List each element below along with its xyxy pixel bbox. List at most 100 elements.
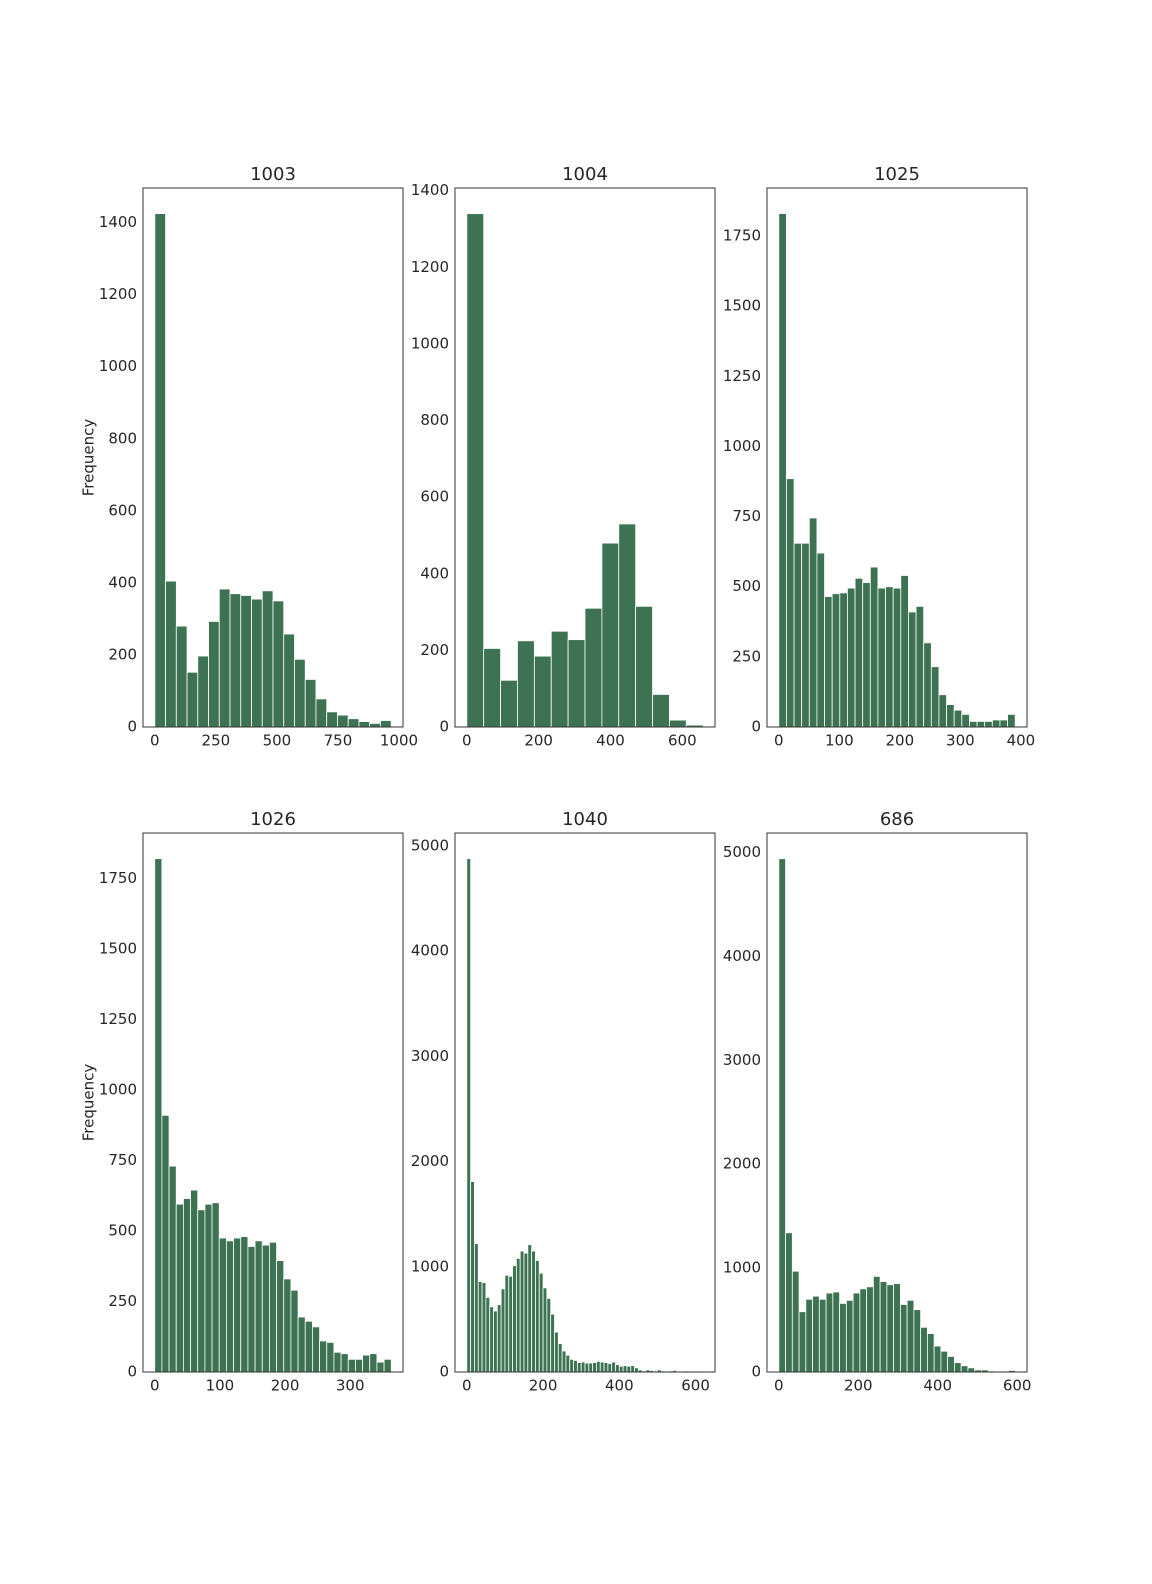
- chart-title: 1025: [874, 164, 920, 185]
- chart-title: 1026: [250, 809, 296, 830]
- bar: [961, 713, 970, 728]
- bar: [283, 633, 295, 728]
- bar: [481, 1282, 487, 1373]
- bar: [527, 1244, 533, 1373]
- bar: [618, 1365, 624, 1373]
- bar: [634, 1367, 639, 1373]
- bar: [999, 719, 1008, 728]
- y-tick-label: 200: [108, 645, 137, 663]
- bar: [347, 718, 360, 728]
- x-tick-label: 500: [263, 732, 292, 750]
- y-tick-label: 800: [420, 411, 449, 429]
- y-tick-label: 5000: [411, 837, 449, 855]
- y-tick-label: 600: [420, 488, 449, 506]
- bar: [261, 1244, 270, 1373]
- bar: [383, 1358, 392, 1373]
- bar: [960, 1365, 969, 1373]
- y-tick-label: 1000: [99, 357, 137, 375]
- bar: [523, 1252, 529, 1373]
- bar: [554, 1331, 559, 1373]
- bar: [630, 1365, 635, 1373]
- x-tick-label: 600: [668, 732, 697, 750]
- bar: [508, 1275, 513, 1373]
- bar: [358, 721, 371, 728]
- bar: [831, 593, 841, 728]
- bar: [557, 1343, 563, 1373]
- bar: [233, 1237, 242, 1373]
- bar: [893, 1283, 901, 1373]
- bar: [312, 1326, 320, 1373]
- bar: [976, 720, 986, 728]
- axes-frame: [142, 187, 404, 728]
- y-tick-label: 1250: [99, 1010, 137, 1028]
- y-tick-label: 1250: [723, 367, 761, 385]
- y-tick-label: 400: [108, 573, 137, 591]
- bar: [218, 1237, 227, 1373]
- bar: [183, 1198, 191, 1373]
- bar: [470, 1181, 475, 1373]
- bar: [240, 1236, 249, 1373]
- bar: [362, 1354, 371, 1373]
- bar: [466, 858, 472, 1373]
- bar: [211, 1202, 220, 1373]
- x-tick-label: 300: [946, 732, 975, 750]
- bar: [920, 1326, 928, 1373]
- bar: [290, 1289, 299, 1373]
- y-tick-label: 1000: [723, 1259, 761, 1277]
- bar: [869, 566, 879, 728]
- bar: [908, 611, 917, 728]
- bar: [283, 1278, 292, 1373]
- bar: [247, 1246, 256, 1373]
- bar: [872, 1275, 881, 1373]
- x-tick-label: 600: [681, 1377, 710, 1395]
- bar: [326, 1341, 335, 1373]
- bar: [923, 642, 932, 728]
- bar: [626, 1365, 632, 1373]
- bar: [778, 213, 787, 728]
- x-tick-label: 0: [462, 732, 472, 750]
- bar: [615, 1364, 620, 1373]
- bar: [839, 592, 848, 728]
- x-tick-label: 100: [206, 1377, 235, 1395]
- bar: [938, 694, 947, 728]
- y-axis-label: Frequency: [80, 419, 98, 497]
- bar: [355, 1358, 363, 1373]
- chart-title: 1004: [562, 164, 608, 185]
- bar: [573, 1360, 578, 1373]
- bar: [599, 1361, 605, 1373]
- bar: [669, 719, 687, 728]
- bar: [930, 666, 940, 728]
- y-tick-label: 600: [108, 501, 137, 519]
- bar: [531, 1250, 536, 1373]
- bar: [333, 1351, 342, 1373]
- bar: [483, 648, 501, 728]
- bar: [533, 655, 552, 728]
- x-tick-label: 1000: [380, 732, 418, 750]
- bar: [877, 587, 886, 728]
- bar: [824, 596, 833, 728]
- bar: [859, 1288, 868, 1373]
- bar: [991, 719, 1001, 728]
- y-tick-label: 0: [127, 1363, 137, 1381]
- bar: [485, 1296, 491, 1373]
- y-tick-label: 1400: [411, 181, 449, 199]
- y-tick-label: 3000: [411, 1047, 449, 1065]
- bar: [793, 542, 803, 728]
- bar: [161, 1114, 170, 1373]
- x-tick-label: 400: [605, 1377, 634, 1395]
- y-tick-label: 500: [108, 1221, 137, 1239]
- bar: [512, 1265, 517, 1373]
- y-tick-label: 1400: [99, 213, 137, 231]
- bar: [926, 1333, 935, 1373]
- bar: [862, 582, 871, 728]
- bar: [567, 639, 586, 728]
- bar: [369, 1353, 378, 1373]
- bar: [969, 720, 978, 728]
- bar: [538, 1272, 544, 1373]
- bar: [517, 640, 535, 728]
- bar: [607, 1363, 613, 1373]
- bar: [805, 1298, 813, 1373]
- bar: [489, 1306, 494, 1373]
- bar: [847, 587, 856, 728]
- x-tick-label: 0: [462, 1377, 472, 1395]
